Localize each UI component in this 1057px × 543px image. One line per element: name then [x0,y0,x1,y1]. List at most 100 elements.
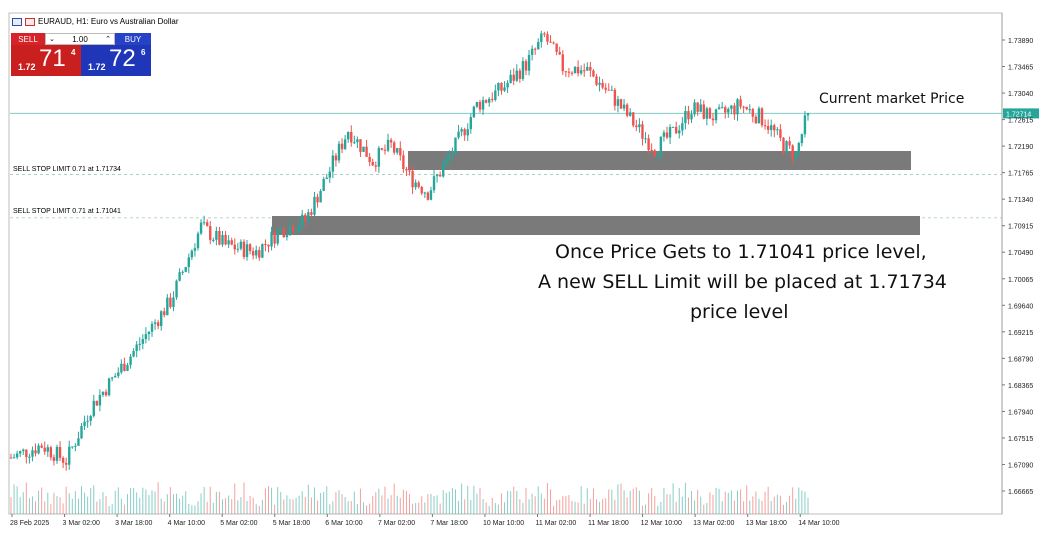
candle-body [101,391,105,395]
candle-body [71,446,74,448]
candle-body [488,98,491,103]
candle-body [359,139,362,152]
candle-body [720,107,724,109]
candle-body [751,109,755,117]
candle-body [635,125,638,128]
candle-body [178,272,181,281]
candle-body [331,155,335,172]
price-tick-label: 1.69215 [1008,330,1033,337]
candle-body [120,363,123,373]
candle-body [147,331,151,335]
candle-body [555,43,558,52]
candle-body [371,161,374,166]
candle-body [714,109,718,121]
lot-size-input[interactable]: ⌄ 1.00 ⌃ [45,33,115,45]
time-tick-label: 3 Mar 18:00 [115,520,152,527]
candle-body [74,445,77,447]
candle-body [687,110,690,120]
candle-body [276,230,279,244]
time-tick-label: 28 Feb 2025 [10,520,49,527]
candle-body [776,129,779,131]
chart-header: EURAUD, H1: Euro vs Australian Dollar [12,17,179,26]
price-tick-label: 1.73890 [1008,38,1033,45]
candle-body [727,108,730,113]
candle-body [258,250,261,258]
candle-body [248,244,252,252]
candle-body [610,89,614,91]
price-tick-label: 1.71340 [1008,197,1033,204]
candle-body [49,447,53,458]
candle-body [766,126,770,130]
price-tick-label: 1.69640 [1008,303,1033,310]
candle-body [288,225,292,236]
candle-body [218,231,221,245]
time-tick-label: 7 Mar 18:00 [430,520,467,527]
time-tick-label: 12 Mar 10:00 [641,520,682,527]
candle-body [773,125,776,131]
candle-body [40,445,43,448]
annotation-line-1: Once Price Gets to 1.71041 price level, [555,241,927,263]
candle-body [80,426,83,439]
chevron-down-icon[interactable]: ⌄ [49,36,55,43]
candle-body [233,244,236,250]
candle-body [533,48,537,50]
lot-value[interactable]: 1.00 [72,34,88,44]
candle-body [613,89,617,106]
price-tick-label: 1.70915 [1008,224,1033,231]
price-tick-label: 1.67515 [1008,436,1033,443]
candle-body [530,48,534,55]
candle-body [518,70,522,79]
candle-body [212,239,215,241]
candle-body [110,377,114,379]
candle-body [650,149,653,151]
candle-body [573,66,577,74]
sell-button[interactable]: SELL [11,33,45,45]
time-tick-label: 11 Mar 18:00 [588,520,629,527]
candle-body [267,244,270,247]
candle-body [491,98,494,100]
candle-body [420,186,423,194]
candle-body [294,230,298,233]
candle-body [595,76,598,85]
price-tick-label: 1.71765 [1008,171,1033,178]
candle-body [515,70,518,81]
candle-body [374,165,377,167]
candle-body [255,250,258,256]
candle-body [708,108,712,119]
candle-body [671,126,675,128]
chart-title: EURAUD, H1: Euro vs Australian Dollar [38,17,179,26]
buy-price[interactable]: 1.72 72 6 [81,45,151,76]
candle-body [221,234,224,245]
candle-body [803,115,807,135]
candle-body [656,154,659,157]
candle-body [325,177,328,180]
candle-body [659,136,663,155]
candle-body [601,82,604,88]
time-tick-label: 5 Mar 18:00 [273,520,310,527]
candle-body [319,190,322,203]
candle-body [662,132,666,137]
candle-body [540,33,543,43]
candle-body [592,70,595,77]
chart-type-icon[interactable] [25,17,35,26]
chart-grid-icon[interactable] [12,17,22,26]
candle-body [307,212,310,222]
candle-body [463,129,466,136]
candle-body [297,226,301,231]
candle-body [193,248,197,251]
candle-body [166,297,169,316]
candle-body [405,169,408,171]
candles-layer [9,30,810,471]
buy-button[interactable]: BUY [115,33,151,45]
candle-body [365,146,368,157]
candle-body [209,226,212,241]
candle-body [604,87,607,90]
sell-price[interactable]: 1.72 71 4 [11,45,81,76]
candle-body [83,421,86,427]
chevron-up-icon[interactable]: ⌃ [105,36,111,43]
candle-body [31,450,34,457]
candle-body [622,104,626,109]
candle-body [549,41,552,43]
candle-body [736,99,739,115]
